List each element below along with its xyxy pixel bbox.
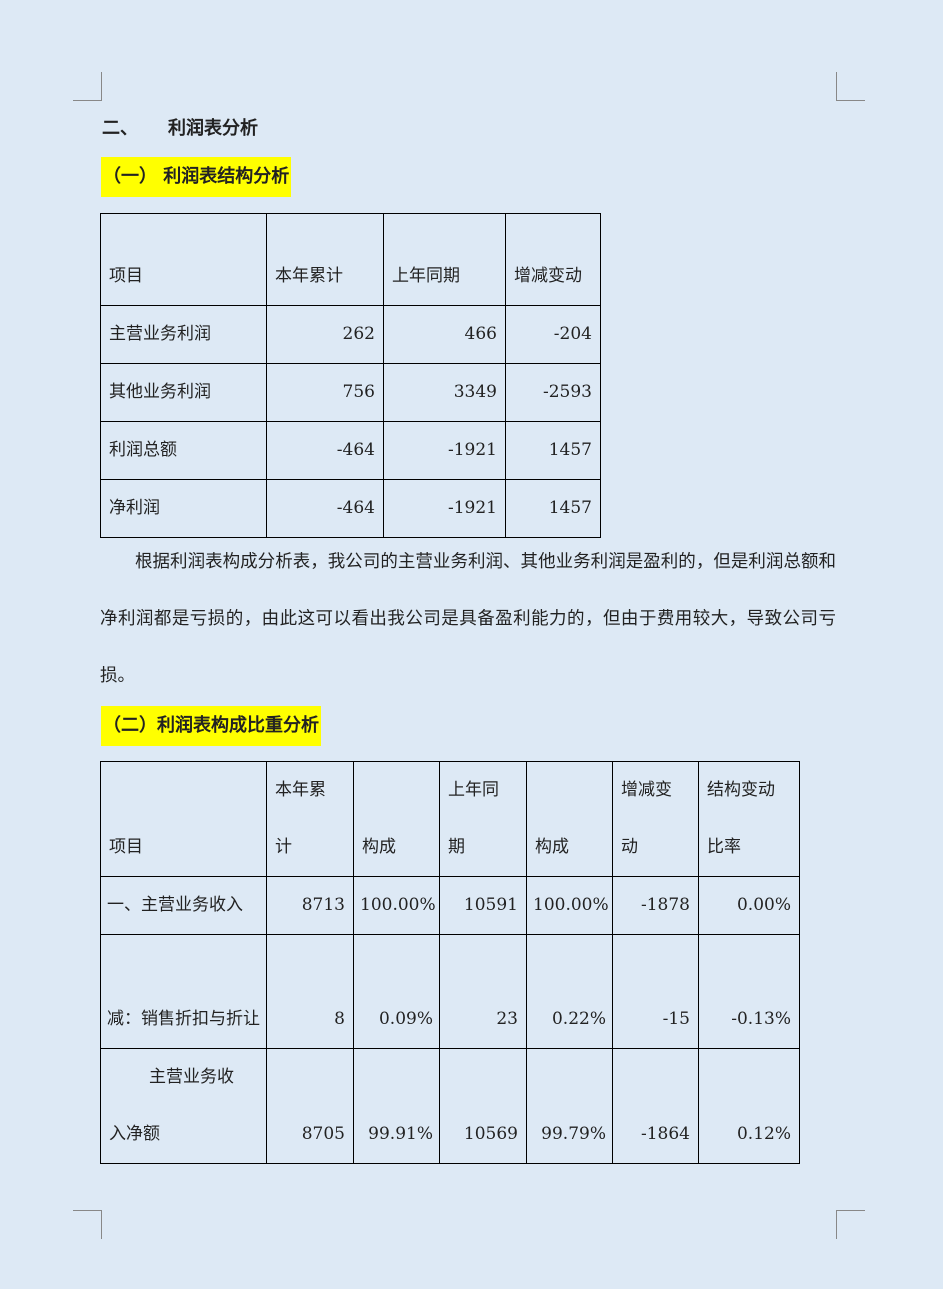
cell: 一、主营业务收入 — [100, 876, 267, 935]
cell: 1457 — [505, 421, 601, 480]
cell: 其他业务利润 — [100, 363, 267, 422]
header-cell: 增减变动 — [505, 213, 601, 306]
table-row: 其他业务利润 756 3349 -2593 — [100, 363, 601, 422]
cell: 净利润 — [100, 479, 267, 538]
cell: 10569 — [439, 1048, 527, 1164]
header-cell: 上年同期 — [383, 213, 506, 306]
header-cell: 本年累计 — [266, 761, 354, 877]
cell: -1864 — [612, 1048, 699, 1164]
cell: -464 — [266, 421, 384, 480]
cell: 减：销售折扣与折让 — [100, 934, 267, 1049]
header-cell: 本年累计 — [266, 213, 384, 306]
cell: -2593 — [505, 363, 601, 422]
cell: -1921 — [383, 421, 506, 480]
table-row: 一、主营业务收入 8713 100.00% 10591 100.00% -1878 0.00… — [100, 876, 800, 935]
table-header-row: 项目 本年累计 构成 上年同期 构成 增减变动 结构变动比率 — [100, 761, 800, 877]
cell: 466 — [383, 305, 506, 364]
header-cell: 增减变动 — [612, 761, 699, 877]
analysis-paragraph: 根据利润表构成分析表，我公司的主营业务利润、其他业务利润是盈利的，但是利润总额和… — [100, 552, 836, 686]
cell: -15 — [612, 934, 699, 1049]
header-cell: 构成 — [353, 761, 440, 877]
cell: 10591 — [439, 876, 527, 935]
header-cell: 构成 — [526, 761, 613, 877]
cell: 0.12% — [698, 1048, 800, 1164]
page-corner-mark — [836, 1210, 865, 1239]
cell: 23 — [439, 934, 527, 1049]
cell: 8705 — [266, 1048, 354, 1164]
cell: 100.00% — [526, 876, 613, 935]
cell: 99.79% — [526, 1048, 613, 1164]
cell: -464 — [266, 479, 384, 538]
cell: -1878 — [612, 876, 699, 935]
cell: 8713 — [266, 876, 354, 935]
header-cell: 结构变动比率 — [698, 761, 800, 877]
cell: 100.00% — [353, 876, 440, 935]
table-row: 主营业务收入净额 8705 99.91% 10569 99.79% -1864 0.12% — [100, 1048, 800, 1164]
cell: 8 — [266, 934, 354, 1049]
cell: 0.00% — [698, 876, 800, 935]
table-row: 利润总额 -464 -1921 1457 — [100, 421, 601, 480]
cell: 主营业务利润 — [100, 305, 267, 364]
table-header-row: 项目 本年累计 上年同期 增减变动 — [100, 213, 601, 306]
cell: 0.22% — [526, 934, 613, 1049]
profit-composition-table: 项目 本年累计 构成 上年同期 构成 增减变动 结构变动比率 一、主营业务收入 8… — [100, 761, 800, 1164]
subsection-title-2: （二）利润表构成比重分析 — [101, 706, 321, 746]
cell: -0.13% — [698, 934, 800, 1049]
subsection-title-1: （一） 利润表结构分析 — [101, 157, 292, 197]
cell: 0.09% — [353, 934, 440, 1049]
table-row: 主营业务利润 262 466 -204 — [100, 305, 601, 364]
cell: 主营业务收入净额 — [100, 1048, 267, 1164]
page-corner-mark — [73, 1210, 102, 1239]
cell: -1921 — [383, 479, 506, 538]
cell: 99.91% — [353, 1048, 440, 1164]
cell: 1457 — [505, 479, 601, 538]
cell: 756 — [266, 363, 384, 422]
header-cell: 上年同期 — [439, 761, 527, 877]
profit-structure-table: 项目 本年累计 上年同期 增减变动 主营业务利润 262 466 -204 其他业务利… — [100, 213, 601, 538]
table-row: 减：销售折扣与折让 8 0.09% 23 0.22% -15 -0.13% — [100, 934, 800, 1049]
cell: 利润总额 — [100, 421, 267, 480]
cell: -204 — [505, 305, 601, 364]
cell: 3349 — [383, 363, 506, 422]
section-title: 二、 利润表分析 — [102, 118, 258, 139]
header-cell: 项目 — [100, 761, 267, 877]
page-corner-mark — [836, 72, 865, 101]
page-corner-mark — [73, 72, 102, 101]
table-row: 净利润 -464 -1921 1457 — [100, 479, 601, 538]
header-cell: 项目 — [100, 213, 267, 306]
cell: 262 — [266, 305, 384, 364]
